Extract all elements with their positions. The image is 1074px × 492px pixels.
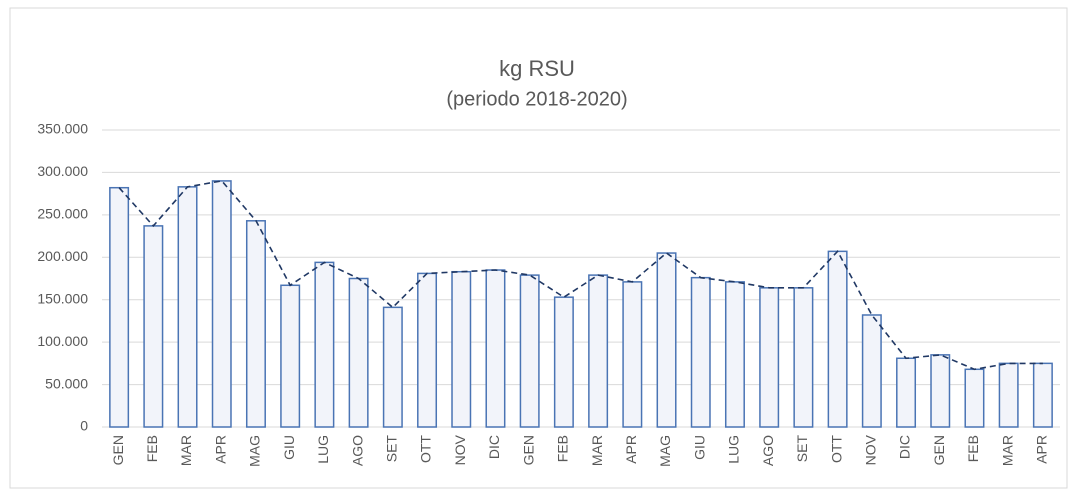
y-tick-label: 0 (80, 418, 88, 434)
bar (245, 220, 266, 428)
bar (656, 252, 677, 428)
y-tick-label: 250.000 (37, 206, 88, 222)
bar (964, 368, 985, 428)
x-tick-label: SET (794, 435, 810, 463)
bar (211, 180, 232, 428)
x-tick-label: OTT (418, 435, 434, 463)
bar (109, 186, 130, 428)
bar (998, 362, 1019, 428)
y-tick-label: 200.000 (37, 248, 88, 264)
x-tick-label: FEB (144, 435, 160, 462)
bar (348, 277, 369, 428)
x-tick-label: MAR (589, 435, 605, 466)
bar (622, 281, 643, 428)
chart-subtitle: (periodo 2018-2020) (446, 88, 627, 110)
x-tick-label: SET (384, 435, 400, 463)
x-tick-label: NOV (452, 434, 468, 465)
x-tick-label: GIU (691, 435, 707, 460)
x-tick-label: APR (1034, 435, 1050, 464)
bar (724, 281, 745, 428)
chart-title: kg RSU (499, 56, 575, 81)
x-tick-label: MAR (178, 435, 194, 466)
bar (280, 284, 301, 428)
x-tick-label: MAG (657, 435, 673, 467)
x-tick-label: NOV (863, 434, 879, 465)
y-tick-label: 50.000 (45, 375, 88, 391)
x-tick-label: LUG (315, 435, 331, 464)
bar (690, 276, 711, 428)
x-tick-label: GEN (931, 435, 947, 465)
bar (417, 272, 438, 428)
bar (314, 261, 335, 428)
x-tick-label: MAR (999, 435, 1015, 466)
bar (143, 225, 164, 428)
bar (930, 354, 951, 428)
y-tick-label: 300.000 (37, 163, 88, 179)
bar (861, 314, 882, 428)
bar (896, 357, 917, 428)
x-tick-label: GEN (520, 435, 536, 465)
bar (827, 250, 848, 428)
x-tick-label: GEN (110, 435, 126, 465)
x-tick-label: DIC (897, 435, 913, 459)
bar (553, 296, 574, 428)
x-tick-label: AGO (349, 435, 365, 466)
bar (759, 287, 780, 428)
x-tick-label: FEB (965, 435, 981, 462)
bar (485, 269, 506, 428)
x-tick-label: FEB (555, 435, 571, 462)
bar (793, 287, 814, 428)
x-tick-label: GIU (281, 435, 297, 460)
bar (588, 274, 609, 428)
bar (382, 306, 403, 428)
y-tick-label: 150.000 (37, 290, 88, 306)
y-tick-label: 350.000 (37, 121, 88, 137)
x-tick-label: MAG (247, 435, 263, 467)
bar (1032, 362, 1053, 428)
bar (519, 274, 540, 428)
bar (451, 270, 472, 428)
trend-line (118, 180, 1043, 371)
y-tick-label: 100.000 (37, 333, 88, 349)
x-tick-label: OTT (828, 435, 844, 463)
x-tick-label: LUG (726, 435, 742, 464)
x-tick-label: DIC (486, 435, 502, 459)
x-tick-label: AGO (760, 435, 776, 466)
x-tick-label: APR (212, 435, 228, 464)
x-tick-label: APR (623, 435, 639, 464)
bar (177, 186, 198, 428)
